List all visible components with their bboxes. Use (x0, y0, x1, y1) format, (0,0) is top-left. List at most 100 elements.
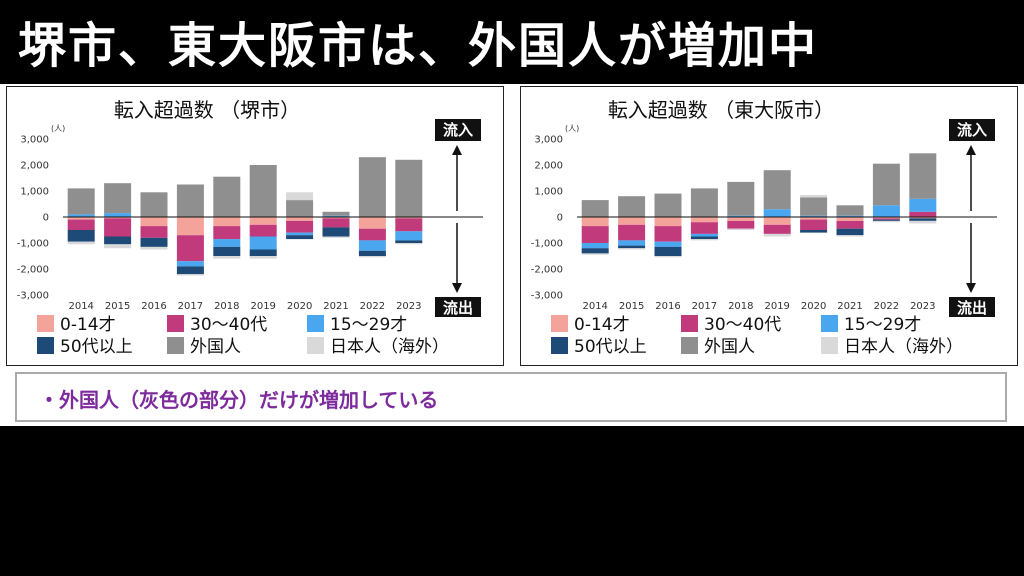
bar-segment (618, 217, 646, 225)
y-tick-label: -2,000 (531, 265, 563, 276)
x-tick-label: 2023 (396, 301, 421, 312)
y-tick-label: 2,000 (534, 161, 563, 172)
bar-segment (67, 188, 95, 215)
bar-segment (395, 243, 423, 245)
x-tick-label: 2016 (141, 301, 166, 312)
legend-label: 日本人（海外） (330, 337, 449, 357)
bar-segment (322, 217, 350, 219)
bar-segment (67, 214, 95, 217)
bar-segment (286, 192, 314, 201)
chart-title: 転入超過数 （東大阪市） (608, 98, 834, 122)
bar-segment (763, 209, 791, 217)
bar-segment (909, 218, 937, 221)
bar-segment (654, 193, 682, 217)
bar-segment (249, 217, 277, 225)
x-tick-label: 2020 (287, 301, 312, 312)
legend-item: 50代以上 (551, 337, 647, 357)
content-area: 転入超過数 （堺市） (人) 3,000 2,000 1,000 0 -1,000 -2,00… (0, 84, 1024, 426)
x-tick-label: 2019 (250, 301, 275, 312)
inflow-badge (949, 119, 995, 141)
bar-segment (104, 236, 132, 245)
chart-panel-higashiosaka: 転入超過数 （東大阪市） (人) 3,000 2,000 1,000 0 -1,000 -2,… (520, 86, 1018, 366)
y-unit-label: (人) (565, 124, 579, 133)
bar-segment (618, 248, 646, 250)
bar-segment (322, 211, 350, 216)
y-tick-label: 1,000 (534, 187, 563, 198)
legend-swatch (167, 315, 184, 332)
y-tick-label: 3,000 (20, 135, 49, 146)
bar-segment (140, 246, 168, 250)
legend-label: 0-14才 (574, 315, 630, 335)
bar-segment (836, 228, 864, 236)
bar-segment (249, 236, 277, 250)
y-tick-label: -3,000 (531, 291, 563, 302)
bar-segment (140, 226, 168, 238)
inflow-label: 流入 (957, 121, 987, 139)
x-tick-label: 2023 (910, 301, 935, 312)
bar-segment (67, 230, 95, 242)
x-tick-label: 2021 (837, 301, 862, 312)
bar-segment (872, 163, 900, 206)
bar-segment (140, 192, 168, 217)
outflow-label: 流出 (443, 299, 473, 317)
legend-swatch (37, 315, 54, 332)
bar-segment (581, 253, 609, 255)
bar-segment (213, 226, 241, 240)
bar-segment (909, 153, 937, 199)
bar-segment (213, 217, 241, 227)
bar-segment (358, 217, 386, 229)
bar-segment (690, 236, 718, 240)
bar-segment (249, 165, 277, 217)
bar-segment (322, 236, 350, 238)
bar-segment (800, 197, 828, 216)
bar-segment (618, 240, 646, 246)
bar-segment (322, 227, 350, 237)
bar-segment (763, 224, 791, 234)
bar-segment (690, 222, 718, 234)
bar-segment (872, 220, 900, 223)
legend-item: 外国人 (167, 337, 241, 357)
bar-segment (727, 181, 755, 216)
bar-segment (727, 217, 755, 221)
bar-segment (176, 184, 204, 217)
bar-segment (727, 228, 755, 230)
bar-segment (909, 198, 937, 212)
bar-segment (836, 220, 864, 229)
bar-segment (727, 220, 755, 229)
legend-item: 0-14才 (37, 315, 116, 335)
chart-svg-higashiosaka: 転入超過数 （東大阪市） (人)3,000 2,000 1,000 0 -1,000 -2,… (531, 98, 997, 317)
legend-swatch (307, 315, 324, 332)
legend-swatch (821, 337, 838, 354)
bar-segment (872, 219, 900, 221)
bar-segment (358, 157, 386, 217)
y-tick-label: -1,000 (531, 239, 563, 250)
inflow-arrowhead (966, 145, 976, 155)
bar-segment (213, 239, 241, 247)
x-tick-label: 2017 (178, 301, 203, 312)
legend-item: 日本人（海外） (821, 337, 963, 357)
bar-segment (581, 217, 609, 227)
bar-segment (800, 194, 828, 198)
y-tick-label: -1,000 (17, 239, 49, 250)
bar-segment (140, 237, 168, 247)
bar-segment (104, 213, 132, 217)
legend-label: 50代以上 (60, 337, 133, 357)
note-box: ・外国人（灰色の部分）だけが増加している (15, 372, 1007, 422)
bar-segment (763, 170, 791, 210)
bar-segment (395, 218, 423, 232)
y-tick-label: 0 (557, 213, 563, 224)
outflow-arrowhead (452, 283, 462, 293)
bar-segment (358, 240, 386, 251)
legend-swatch (307, 337, 324, 354)
bar-segment (690, 239, 718, 241)
bar-segment (249, 224, 277, 237)
legend-label: 外国人 (190, 337, 241, 357)
bar-segment (322, 218, 350, 228)
inflow-badge (435, 119, 481, 141)
chart-panel-sakai: 転入超過数 （堺市） (人) 3,000 2,000 1,000 0 -1,000 -2,00… (6, 86, 504, 366)
bar-segment (176, 261, 204, 267)
legend-label: 0-14才 (60, 315, 116, 335)
bar-segment (67, 217, 95, 220)
bar-segment (140, 217, 168, 227)
y-tick-label: 1,000 (20, 187, 49, 198)
